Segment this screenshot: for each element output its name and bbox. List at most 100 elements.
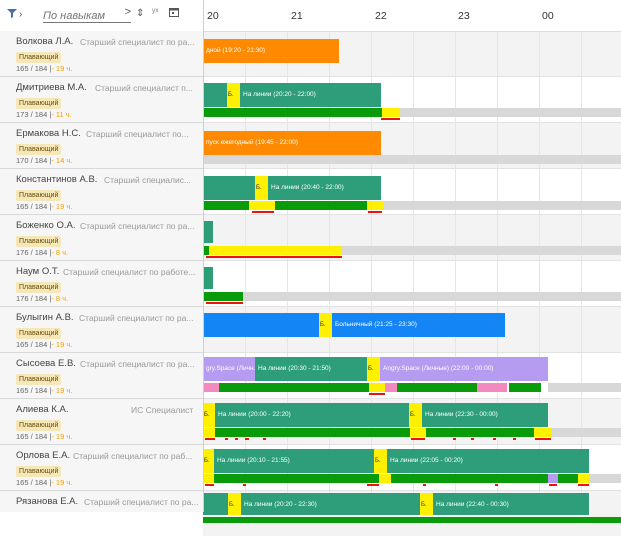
activity-strip: [243, 292, 621, 301]
activity-strip: [203, 383, 219, 392]
hours-summary: 165 / 184 |- 19 ч.: [16, 386, 73, 395]
employee-row[interactable]: Рязанова Е.А. Старший специалист по ра..…: [0, 491, 203, 512]
toolbar: › > ⇕ ʸˣ: [0, 0, 203, 32]
employee-row[interactable]: Ермакова Н.С. Старший специалист по... П…: [0, 123, 203, 169]
hours-summary: 165 / 184 |- 19 ч.: [16, 478, 73, 487]
shift-block[interactable]: пуск ежегодный (19:45 - 22:00): [203, 131, 381, 155]
shift-block[interactable]: На линии (20:20 - 22:00): [240, 83, 381, 107]
employee-role: Старший специалист по работе...: [63, 267, 196, 277]
employee-name: Константинов А.В.: [16, 174, 98, 185]
skills-search[interactable]: >: [43, 6, 131, 23]
employee-row[interactable]: Дмитриева М.А. Старший специалист п... П…: [0, 77, 203, 123]
calendar-icon[interactable]: [169, 7, 179, 20]
employee-role: Старший специалис...: [104, 175, 192, 185]
employee-role: Старший специалист по ра...: [80, 359, 195, 369]
break-block[interactable]: Б.: [409, 403, 422, 427]
shift-block[interactable]: На линии (20:20 - 22:30): [241, 493, 420, 515]
shift-block[interactable]: [203, 221, 213, 243]
activity-strip: [391, 474, 548, 483]
activity-strip: [548, 474, 558, 483]
shift-block[interactable]: [203, 83, 227, 107]
break-block[interactable]: Б.: [367, 357, 380, 381]
status-badge: Плавающий: [16, 52, 62, 63]
employee-name: Дмитриева М.А.: [16, 82, 87, 93]
activity-strip: [385, 383, 397, 392]
shift-block[interactable]: gry.Space (Личн...: [203, 357, 255, 381]
break-block[interactable]: Б.: [420, 493, 433, 515]
status-badge: Плавающий: [16, 236, 62, 247]
shift-block[interactable]: дной (19:20 - 21:30): [203, 39, 339, 63]
filter-icon[interactable]: [7, 8, 17, 21]
employee-row[interactable]: Константинов А.В. Старший специалис... П…: [0, 169, 203, 215]
search-input[interactable]: [43, 10, 115, 22]
break-block[interactable]: Б.: [227, 83, 240, 107]
status-badge: Плавающий: [16, 144, 62, 155]
activity-strip: [203, 201, 249, 210]
activity-strip: [589, 474, 621, 483]
chevron-right-icon[interactable]: ›: [19, 9, 23, 20]
shift-block[interactable]: [203, 313, 319, 337]
shift-block[interactable]: На линии (22:30 - 00:00): [422, 403, 548, 427]
shift-block[interactable]: Angry.Space (Личные) (22:00 - 00:00): [380, 357, 548, 381]
shift-block[interactable]: [203, 493, 228, 515]
employee-row[interactable]: Орлова Е.А. Старший специалист по раб...…: [0, 445, 203, 491]
employee-role: Старший специалист по ра...: [80, 221, 195, 231]
yx-icon[interactable]: ʸˣ: [152, 7, 159, 18]
hours-summary: 170 / 184 |- 14 ч.: [16, 156, 73, 165]
status-badge: Плавающий: [16, 466, 62, 477]
employee-row[interactable]: Сысоева Е.В. Старший специалист по ра...…: [0, 353, 203, 399]
activity-strip: [203, 428, 215, 437]
status-badge: Плавающий: [16, 374, 62, 385]
activity-strip: [249, 201, 275, 210]
activity-strip: [219, 383, 369, 392]
shift-block[interactable]: На линии (20:30 - 21:50): [255, 357, 367, 381]
activity-strip: [342, 246, 621, 255]
employee-row[interactable]: Наум О.Т. Старший специалист по работе..…: [0, 261, 203, 307]
employee-role: Старший специалист по раб...: [73, 451, 193, 461]
hours-summary: 165 / 184 |- 19 ч.: [16, 202, 73, 211]
employee-role: Старший специалист по ра...: [79, 313, 194, 323]
shift-block[interactable]: На линии (22:05 - 00:20): [387, 449, 589, 473]
employee-row[interactable]: Волкова Л.А. Старший специалист по ра...…: [0, 31, 203, 77]
employee-name: Алиева К.А.: [16, 404, 69, 415]
sort-icon[interactable]: ⇕: [136, 8, 145, 19]
employee-name: Ермакова Н.С.: [16, 128, 81, 139]
shift-block[interactable]: На линии (20:40 - 22:00): [268, 176, 381, 200]
employee-row[interactable]: Боженко О.А. Старший специалист по ра...…: [0, 215, 203, 261]
break-block[interactable]: Б.: [203, 403, 215, 427]
break-block[interactable]: Б.: [374, 449, 387, 473]
break-block[interactable]: Б.: [255, 176, 268, 200]
activity-strip: [382, 108, 400, 117]
shift-block[interactable]: [203, 176, 255, 200]
employee-name: Волкова Л.А.: [16, 36, 74, 47]
hours-summary: 173 / 184 |- 11 ч.: [16, 110, 72, 119]
break-block[interactable]: Б.: [319, 313, 332, 337]
status-badge: Плавающий: [16, 190, 62, 201]
hour-label: 21: [291, 10, 303, 22]
shift-block[interactable]: На линии (20:00 - 22:20): [215, 403, 409, 427]
activity-strip: [214, 474, 379, 483]
hours-summary: 176 / 184 |- 8 ч.: [16, 248, 69, 257]
employee-role: ИС Специалист: [131, 405, 194, 415]
schedule-grid: дной (19:20 - 21:30) Б. На линии (20:20 …: [203, 31, 621, 536]
activity-strip: [578, 474, 589, 483]
break-block[interactable]: Б.: [228, 493, 241, 515]
shift-block[interactable]: На линии (22:40 - 00:30): [433, 493, 589, 515]
employee-name: Наум О.Т.: [16, 266, 60, 277]
shift-block[interactable]: [203, 267, 213, 289]
activity-strip: [552, 428, 621, 437]
shift-block[interactable]: Больничный (21:25 - 23:30): [332, 313, 505, 337]
break-block[interactable]: Б.: [203, 449, 214, 473]
activity-strip: [203, 517, 621, 523]
hour-label: 22: [375, 10, 387, 22]
search-arrow-icon[interactable]: >: [124, 6, 131, 18]
activity-strip: [534, 428, 552, 437]
employee-row[interactable]: Алиева К.А. ИС Специалист Плавающий 165 …: [0, 399, 203, 445]
employee-row[interactable]: Булыгин А.В. Старший специалист по ра...…: [0, 307, 203, 353]
shift-block[interactable]: На линии (20:10 - 21:55): [214, 449, 374, 473]
status-badge: Плавающий: [16, 328, 62, 339]
employee-role: Старший специалист по ра...: [84, 497, 198, 507]
activity-strip: [203, 246, 209, 255]
status-badge: Плавающий: [16, 282, 62, 293]
activity-strip: [209, 246, 342, 255]
